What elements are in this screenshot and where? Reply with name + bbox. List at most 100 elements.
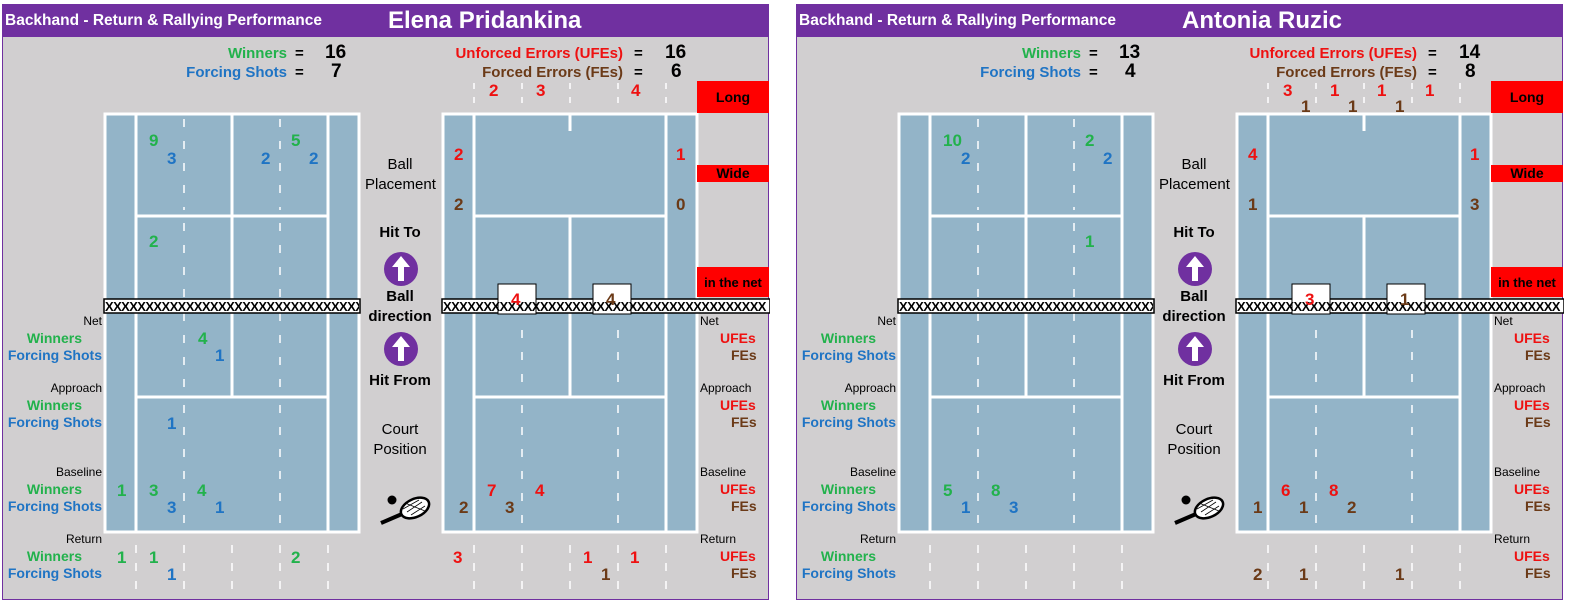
forcing-label: Forcing Shots bbox=[186, 64, 287, 81]
row-ufes-label: UFEs bbox=[1514, 330, 1550, 346]
row-winners-label: Winners bbox=[26, 548, 82, 564]
baseline-ufe-2: 6 bbox=[1281, 481, 1291, 500]
long-ufe-4: 4 bbox=[631, 81, 641, 100]
deep-right-winners: 2 bbox=[1085, 131, 1095, 150]
hit-from-label: Hit From bbox=[1163, 372, 1225, 389]
row-winners-label: Winners bbox=[26, 397, 82, 413]
baseline-fe-1: 2 bbox=[459, 498, 469, 517]
panel-subtitle: Backhand - Return & Rallying Performance bbox=[5, 12, 322, 29]
row-fes-label: FEs bbox=[1525, 414, 1551, 430]
baseline-forcing-2: 3 bbox=[167, 498, 177, 517]
arrow-up-circle-icon bbox=[383, 251, 419, 287]
fe-total: 8 bbox=[1465, 61, 1476, 82]
fe-label: Forced Errors (FEs) bbox=[1276, 64, 1417, 81]
row-winners-label: Winners bbox=[820, 397, 876, 413]
row-ufes-label: UFEs bbox=[1514, 548, 1550, 564]
deep-left-forcing: 3 bbox=[167, 149, 177, 168]
row-label-net: Net bbox=[83, 314, 102, 328]
row-ufes-label: UFEs bbox=[1514, 481, 1550, 497]
baseline-fe-1: 1 bbox=[1253, 498, 1263, 517]
hit-to-label: Hit To bbox=[1173, 224, 1215, 241]
long-fe-1: 1 bbox=[1301, 97, 1311, 116]
row-label-net: Net bbox=[700, 314, 719, 328]
equals-sign: = bbox=[1089, 45, 1098, 62]
row-label-return: Return bbox=[700, 532, 737, 546]
wide-right-ufe: 1 bbox=[1470, 145, 1480, 164]
baseline-winners-3: 8 bbox=[991, 481, 1001, 500]
baseline-winners-1: 1 bbox=[117, 481, 127, 500]
ball-direction-label-2: direction bbox=[1162, 308, 1226, 325]
row-ufes-label: UFEs bbox=[720, 397, 756, 413]
row-forcing-label: Forcing Shots bbox=[801, 565, 896, 581]
row-fes-label: FEs bbox=[731, 347, 757, 363]
fe-total: 6 bbox=[671, 61, 682, 82]
row-label-approach: Approach bbox=[700, 381, 752, 395]
row-forcing-label: Forcing Shots bbox=[7, 347, 102, 363]
row-winners-label: Winners bbox=[820, 481, 876, 497]
return-ufe-1: 3 bbox=[453, 548, 463, 567]
wide-left-fe: 2 bbox=[454, 195, 464, 214]
net-error-left: 4 bbox=[511, 290, 521, 309]
winners-label: Winners bbox=[227, 45, 287, 62]
court-position-label-2: Position bbox=[373, 441, 427, 458]
long-fe-3: 1 bbox=[1395, 97, 1405, 116]
wide-right-fe: 0 bbox=[676, 195, 686, 214]
performance-panel-2: Backhand - Return & Rallying Performance… bbox=[796, 4, 1564, 600]
baseline-ufe-2: 7 bbox=[487, 481, 497, 500]
row-ufes-label: UFEs bbox=[720, 330, 756, 346]
hit-from-label: Hit From bbox=[369, 372, 431, 389]
long-ufe-2: 3 bbox=[536, 81, 546, 100]
row-winners-label: Winners bbox=[820, 548, 876, 564]
deep-left-forcing: 2 bbox=[961, 149, 971, 168]
baseline-winners-3: 4 bbox=[197, 481, 207, 500]
row-label-return: Return bbox=[1494, 532, 1531, 546]
row-label-net: Net bbox=[1494, 314, 1513, 328]
row-label-return: Return bbox=[859, 532, 896, 546]
equals-sign: = bbox=[295, 45, 304, 62]
performance-panel-1: Backhand - Return & Rallying Performance… bbox=[2, 4, 770, 600]
net-tape-right: XXXXXXXXXXXXXXXXXXXXXXXXXXXXXXXXXXXXXXXX bbox=[443, 299, 766, 314]
baseline-fe-2: 1 bbox=[1299, 498, 1309, 517]
row-forcing-label: Forcing Shots bbox=[801, 498, 896, 514]
equals-sign: = bbox=[634, 45, 643, 62]
return-ufe-3: 1 bbox=[583, 548, 593, 567]
net-error-right: 4 bbox=[606, 290, 616, 309]
wide-left-fe: 1 bbox=[1248, 195, 1258, 214]
forcing-total: 4 bbox=[1125, 61, 1136, 82]
arrow-up-circle-icon bbox=[1177, 251, 1213, 287]
winners-total: 16 bbox=[325, 42, 347, 63]
arrow-up-circle-icon bbox=[383, 331, 419, 367]
forcing-total: 7 bbox=[331, 61, 342, 82]
baseline-forcing-3: 1 bbox=[215, 498, 225, 517]
ufe-total: 14 bbox=[1459, 42, 1481, 63]
ball-direction-label: Ball bbox=[1180, 288, 1208, 305]
return-fe-1: 2 bbox=[1253, 565, 1263, 584]
net-forcing: 1 bbox=[215, 346, 225, 365]
ball-direction-label: Ball bbox=[386, 288, 414, 305]
ball-placement-label: Ball bbox=[1181, 156, 1207, 173]
long-ufe-4: 1 bbox=[1425, 81, 1435, 100]
net-error-left: 3 bbox=[1305, 290, 1315, 309]
long-ufe-1: 3 bbox=[1283, 81, 1293, 100]
wide-right-ufe: 1 bbox=[676, 145, 686, 164]
row-winners-label: Winners bbox=[820, 330, 876, 346]
equals-sign: = bbox=[295, 64, 304, 81]
deep-right-forcing: 2 bbox=[261, 149, 271, 168]
player-name: Antonia Ruzic bbox=[1182, 7, 1342, 34]
court-position-label: Court bbox=[1175, 421, 1213, 438]
fe-label: Forced Errors (FEs) bbox=[482, 64, 623, 81]
tennis-racket-icon bbox=[377, 490, 433, 526]
court-diagram bbox=[103, 83, 770, 590]
hit-to-label: Hit To bbox=[379, 224, 421, 241]
return-winners-2: 1 bbox=[149, 548, 159, 567]
return-fe-3: 1 bbox=[1395, 565, 1405, 584]
row-ufes-label: UFEs bbox=[1514, 397, 1550, 413]
panel-header: Backhand - Return & Rallying Performance… bbox=[3, 5, 768, 37]
ufe-label: Unforced Errors (UFEs) bbox=[1249, 45, 1417, 62]
long-fe-2: 1 bbox=[1348, 97, 1358, 116]
row-fes-label: FEs bbox=[731, 498, 757, 514]
approach-forcing: 1 bbox=[167, 414, 177, 433]
row-ufes-label: UFEs bbox=[720, 481, 756, 497]
row-label-approach: Approach bbox=[1494, 381, 1546, 395]
ball-placement-label-2: Placement bbox=[365, 176, 436, 193]
